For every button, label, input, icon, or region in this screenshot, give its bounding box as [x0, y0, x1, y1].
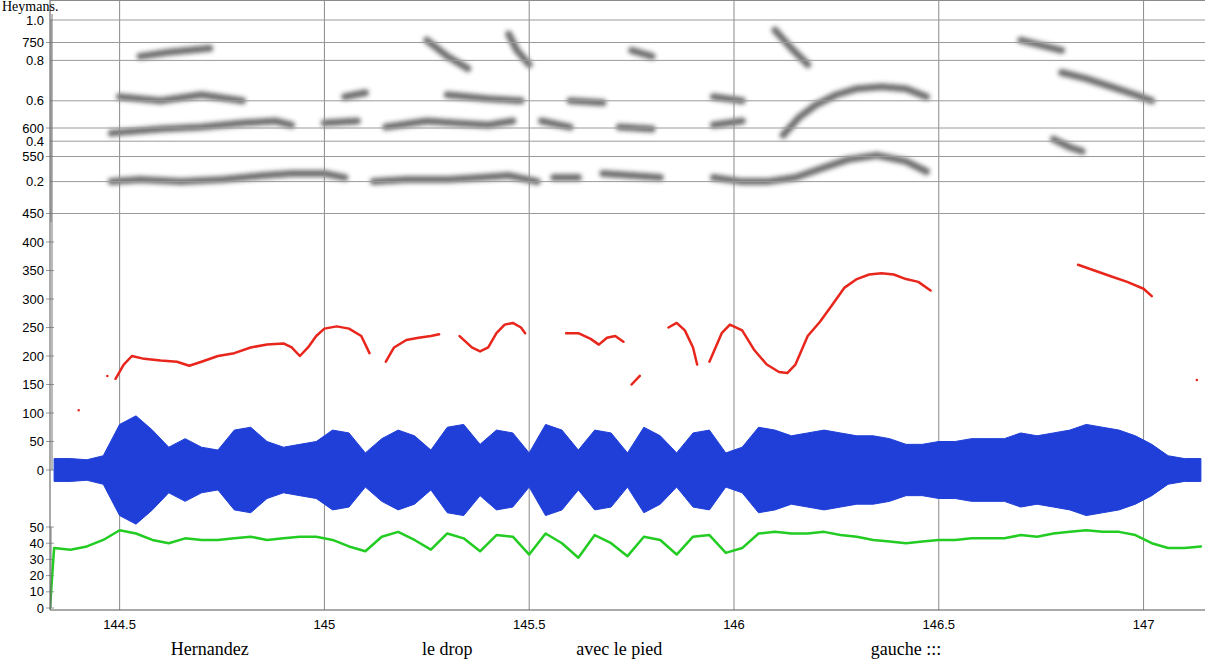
spectrogram-axis-line	[51, 20, 52, 222]
grid-line	[529, 0, 530, 610]
pitch-axis-line	[52, 14, 53, 470]
grid-line	[938, 0, 939, 610]
caption: Heymans.	[2, 0, 58, 14]
grid-line	[46, 156, 1205, 157]
grid-line	[50, 60, 1205, 61]
tick-label: 250	[22, 320, 44, 335]
data-layer	[50, 265, 1201, 608]
grid-line	[50, 100, 1205, 101]
tick-label: 30	[30, 552, 44, 567]
tick-label: 0.2	[26, 174, 44, 189]
grid-line	[119, 0, 120, 610]
tick-label: 144.5	[103, 617, 136, 632]
grid-line	[50, 141, 1205, 142]
transcript-word: Hernandez	[171, 639, 249, 659]
tick-label: 10	[30, 584, 44, 599]
frame-left	[50, 0, 51, 610]
pitch-line	[79, 265, 1197, 410]
intensity-line	[50, 530, 1201, 608]
transcript-word: avec le pied	[576, 639, 662, 659]
transcript-word: le drop	[422, 639, 472, 659]
tick-label: 147	[1133, 617, 1155, 632]
tick-label: 450	[22, 206, 44, 221]
tick-label: 146	[723, 617, 745, 632]
labels: 0.20.40.60.81.00501001502002503003504004…	[2, 0, 1154, 659]
tick-label: 50	[30, 434, 44, 449]
tick-label: 350	[22, 263, 44, 278]
tick-label: 0.4	[26, 134, 44, 149]
intensity-axis-line	[51, 527, 52, 608]
tick-label: 40	[30, 536, 44, 551]
waveform	[54, 416, 1201, 524]
grid-line	[1143, 0, 1144, 610]
tick-label: 200	[22, 349, 44, 364]
frame-top	[50, 0, 1205, 1]
formant-track	[111, 139, 1082, 181]
tick-label: 750	[22, 35, 44, 50]
tick-label: 0	[37, 601, 44, 616]
tick-label: 146.5	[923, 617, 956, 632]
tick-label: 0	[37, 463, 44, 478]
grid-line	[324, 0, 325, 610]
tick-label: 1.0	[26, 13, 44, 28]
tick-label: 145	[314, 617, 336, 632]
tick-label: 20	[30, 568, 44, 583]
grid	[46, 0, 1205, 610]
tick-label: 50	[30, 520, 44, 535]
tick-label: 0.8	[26, 53, 44, 68]
axes	[50, 0, 1205, 610]
formant-track	[120, 73, 1152, 103]
plot-area	[111, 30, 1151, 182]
tick-label: 550	[22, 149, 44, 164]
tick-label: 100	[22, 406, 44, 421]
grid-line	[733, 0, 734, 610]
spectrogram	[111, 30, 1151, 182]
x-axis-line	[50, 610, 1205, 611]
tick-label: 150	[22, 377, 44, 392]
tick-label: 600	[22, 121, 44, 136]
grid-line	[46, 213, 1205, 214]
tick-label: 145.5	[513, 617, 546, 632]
tick-label: 300	[22, 292, 44, 307]
tick-label: 0.6	[26, 93, 44, 108]
formant-track	[140, 30, 1062, 68]
grid-line	[46, 42, 1205, 43]
chart: 0.20.40.60.81.00501001502002503003504004…	[0, 0, 1211, 666]
grid-line	[50, 20, 1205, 21]
transcript-word: gauche :::	[871, 639, 941, 659]
grid-line	[46, 128, 1205, 129]
grid-line	[50, 181, 1205, 182]
tick-label: 400	[22, 235, 44, 250]
